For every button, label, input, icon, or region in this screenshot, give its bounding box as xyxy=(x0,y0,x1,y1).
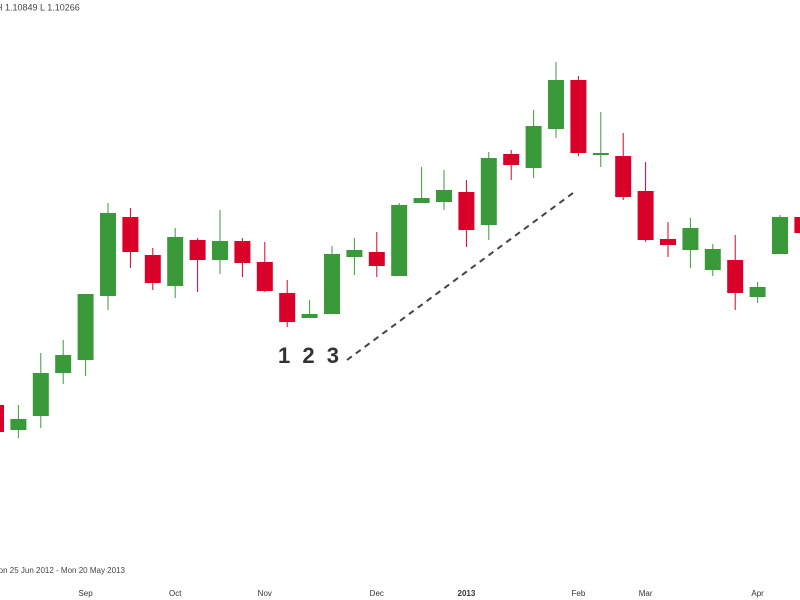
range-label: Mon 25 Jun 2012 - Mon 20 May 2013 xyxy=(0,566,126,575)
x-tick-label: Dec xyxy=(370,589,384,598)
candle-body xyxy=(324,254,340,314)
candle-body xyxy=(436,190,452,202)
candle-body xyxy=(413,198,430,203)
candle-body xyxy=(592,153,609,155)
x-tick-label: Apr xyxy=(751,589,764,598)
header-text: H 1.10849 L 1.10266 xyxy=(0,2,80,12)
candle-body xyxy=(637,191,654,240)
candle-body xyxy=(794,217,800,233)
candle-body xyxy=(749,287,766,297)
x-tick-label: Nov xyxy=(258,589,272,598)
candle-body xyxy=(167,237,184,286)
candle-body xyxy=(10,419,27,430)
x-tick-label: Mar xyxy=(639,589,653,598)
candle-body xyxy=(368,252,385,266)
trend-line xyxy=(346,192,574,361)
candle-body xyxy=(122,217,139,252)
candle-body xyxy=(279,293,296,322)
x-tick-label: Oct xyxy=(169,589,182,598)
candle-body xyxy=(346,250,363,257)
candle-body xyxy=(234,241,251,263)
candle-body xyxy=(100,213,116,296)
candle-body xyxy=(301,314,318,318)
x-tick-label: Feb xyxy=(572,589,586,598)
candle-body xyxy=(55,355,72,373)
candle-body xyxy=(391,205,408,276)
candle-body xyxy=(458,192,475,230)
candle-body xyxy=(548,80,564,129)
candle-body xyxy=(256,262,273,291)
candle-body xyxy=(525,126,542,168)
candle-body xyxy=(77,294,94,360)
candle-body xyxy=(772,217,788,254)
candle-body xyxy=(480,158,497,225)
candle-body xyxy=(212,241,228,260)
candle-body xyxy=(32,373,49,416)
candle-body xyxy=(503,154,520,165)
x-tick-label: Sep xyxy=(78,589,93,598)
candle-body xyxy=(727,260,744,293)
candle-body xyxy=(615,156,632,197)
candle-body xyxy=(682,228,699,250)
candle-body xyxy=(144,255,161,283)
annotation: 1 2 3 xyxy=(278,343,342,368)
candle-body xyxy=(660,239,676,245)
candle-body xyxy=(0,405,4,432)
candle-body xyxy=(189,240,206,260)
candle-body xyxy=(704,249,721,270)
candle-body xyxy=(570,80,587,153)
x-tick-label: 2013 xyxy=(458,589,476,598)
